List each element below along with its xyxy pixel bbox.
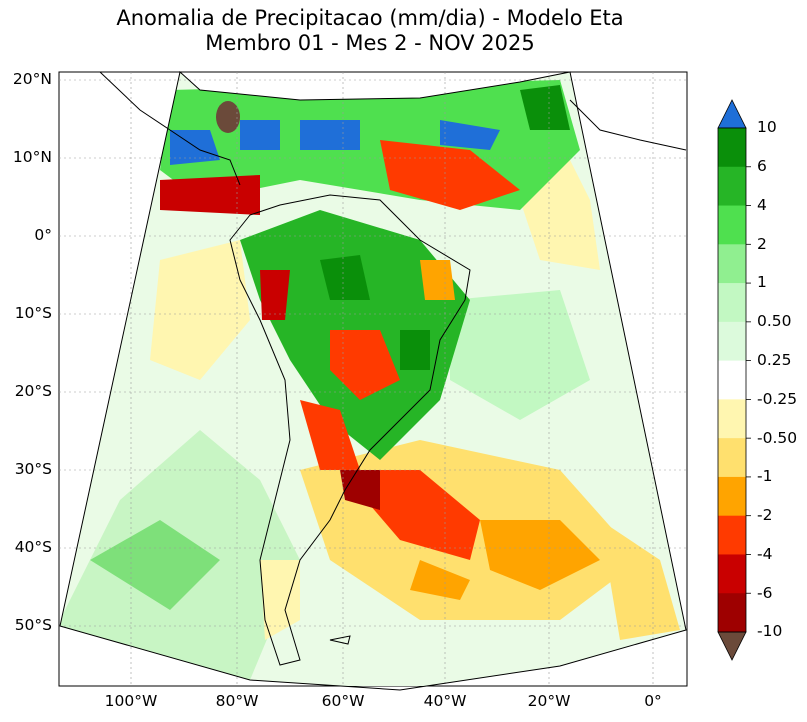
- colorbar-label: -1: [757, 467, 773, 485]
- colorbar-swatch: [718, 399, 746, 439]
- map-title: Anomalia de Precipitacao (mm/dia) - Mode…: [0, 6, 740, 56]
- graticule: [59, 72, 687, 686]
- lat-label-0: 0°: [34, 226, 52, 244]
- central-america-coastline: [99, 71, 241, 186]
- title-line-1: Anomalia de Precipitacao (mm/dia) - Mode…: [116, 6, 624, 30]
- colorbar-swatch: [718, 244, 746, 284]
- colorbar-swatch: [718, 321, 746, 362]
- colorbar-swatch: [718, 438, 746, 478]
- colorbar-extend-min: [717, 631, 747, 661]
- falkland-islands: [329, 635, 351, 645]
- lat-label-30s: 30°S: [14, 460, 52, 478]
- colorbar-label: 0.25: [757, 351, 792, 369]
- lat-label-20s: 20°S: [14, 382, 52, 400]
- lon-label-40w: 40°W: [423, 692, 467, 710]
- colorbar-swatch: [718, 476, 746, 517]
- lat-label-10s: 10°S: [14, 304, 52, 322]
- colorbar-swatch: [718, 205, 746, 245]
- lat-label-40s: 40°S: [14, 538, 52, 556]
- africa-coastline: [569, 99, 687, 151]
- colorbar-swatch: [718, 554, 746, 594]
- title-line-2: Membro 01 - Mes 2 - NOV 2025: [205, 31, 535, 55]
- lon-label-0: 0°: [644, 692, 662, 710]
- lat-label-10n: 10°N: [12, 148, 52, 166]
- lon-label-60w: 60°W: [321, 692, 365, 710]
- anomaly-field: [60, 72, 686, 686]
- lat-label-50s: 50°S: [14, 616, 52, 634]
- colorbar-extend-max: [717, 99, 747, 129]
- lat-label-20n: 20°N: [12, 70, 52, 88]
- colorbar-label: 4: [757, 196, 767, 214]
- colorbar-label: -0.50: [757, 429, 798, 447]
- colorbar-swatch: [718, 515, 746, 555]
- colorbar-label: 6: [757, 157, 767, 175]
- colorbar-outline: [717, 127, 747, 633]
- colorbar-label: -10: [757, 622, 783, 640]
- colorbar-label: -6: [757, 584, 773, 602]
- colorbar-swatch: [718, 166, 746, 207]
- colorbar-label: 2: [757, 235, 767, 253]
- colorbar-swatch: [718, 283, 746, 323]
- colorbar-swatch: [718, 593, 746, 633]
- colorbar-label: -2: [757, 506, 773, 524]
- lon-label-80w: 80°W: [215, 692, 259, 710]
- domain-outline: [59, 71, 687, 691]
- colorbar-label: -0.25: [757, 390, 798, 408]
- colorbar-swatch: [718, 360, 746, 400]
- colorbar-label: 0.50: [757, 312, 792, 330]
- colorbar-swatch: [718, 128, 746, 168]
- colorbar-label: -4: [757, 545, 773, 563]
- colorbar-label: 10: [757, 118, 777, 136]
- colorbar-label: 1: [757, 273, 767, 291]
- lon-label-100w: 100°W: [104, 692, 158, 710]
- colorbar: [717, 99, 751, 661]
- south-america-coastline: [229, 194, 471, 666]
- lon-label-20w: 20°W: [527, 692, 571, 710]
